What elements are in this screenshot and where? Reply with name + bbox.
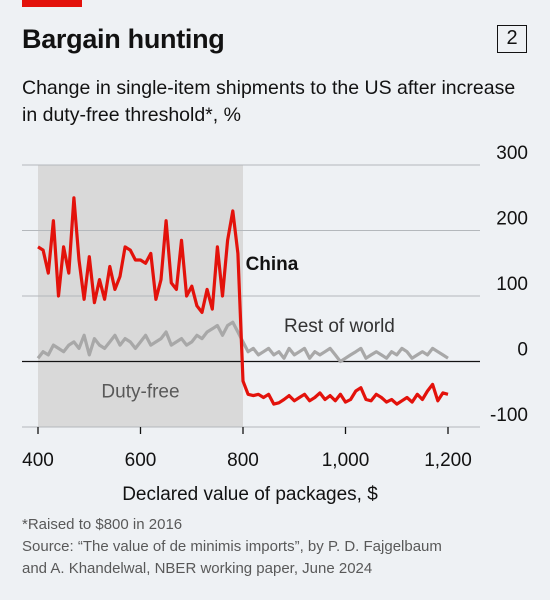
duty-free-label: Duty-free — [101, 382, 179, 403]
brand-red-tab — [22, 0, 82, 7]
source-line-1: Source: “The value of de minimis imports… — [22, 538, 442, 555]
x-tick-label: 800 — [227, 450, 259, 471]
chart-number-badge: 2 — [497, 25, 527, 53]
y-tick-label: 200 — [496, 209, 528, 230]
source-line-2: and A. Khandelwal, NBER working paper, J… — [22, 560, 373, 577]
series-label-rest-of-world: Rest of world — [284, 316, 395, 337]
x-axis-label: Declared value of packages, $ — [122, 484, 378, 505]
x-tick-label: 1,200 — [424, 450, 472, 471]
y-tick-label: 300 — [496, 143, 528, 164]
footnotes: *Raised to $800 in 2016 Source: “The val… — [22, 514, 532, 580]
y-tick-label: 100 — [496, 274, 528, 295]
line-chart: 300 200 100 0 -100 400 600 800 1,000 1,200 Decla… — [22, 143, 528, 505]
chart-title: Bargain hunting — [22, 24, 225, 54]
series-label-china: China — [246, 254, 299, 275]
x-axis: 400 600 800 1,000 1,200 — [22, 427, 472, 471]
y-tick-label: -100 — [490, 405, 528, 426]
x-tick-label: 400 — [22, 450, 54, 471]
gridlines — [22, 164, 480, 428]
chart-subtitle: Change in single-item shipments to the U… — [22, 77, 516, 126]
y-tick-labels: 300 200 100 0 -100 — [490, 143, 528, 426]
series-line-china — [37, 196, 449, 406]
y-tick-label: 0 — [517, 340, 528, 361]
x-tick-label: 600 — [125, 450, 157, 471]
footnote-threshold: *Raised to $800 in 2016 — [22, 516, 183, 533]
x-tick-label: 1,000 — [322, 450, 370, 471]
